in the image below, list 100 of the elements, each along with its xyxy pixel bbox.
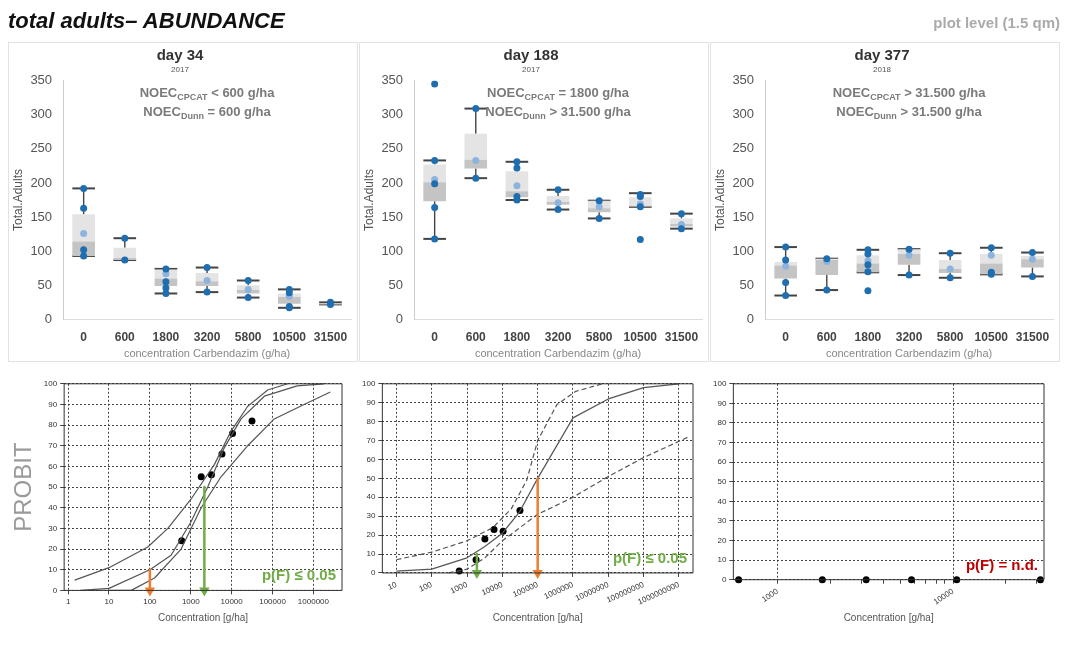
x-axis-title: Concentration [g/ha] (158, 611, 249, 623)
x-tick-label: 0 (431, 329, 439, 344)
y-tick-label: 30 (717, 516, 727, 526)
y-tick-label: 300 (30, 106, 53, 122)
y-tick-label: 80 (366, 416, 376, 426)
x-axis-title: concentration Carbendazim (g/ha) (474, 347, 642, 360)
y-tick-label: 150 (30, 208, 53, 224)
y-tick-label: 100 (712, 379, 727, 388)
y-tick-label: 50 (739, 276, 755, 292)
chart-title: day 34 (156, 46, 205, 64)
y-tick-label: 30 (366, 511, 376, 521)
x-tick-label: 1800 (152, 329, 180, 344)
y-tick-label: 50 (388, 276, 404, 292)
y-tick-label: 10 (48, 564, 58, 574)
chart-subtitle: 2018 (873, 65, 892, 74)
annotation: p(F) ≤ 0.05 (612, 548, 687, 566)
y-axis-title: PROBIT (9, 442, 37, 532)
y-tick-label: 250 (732, 140, 755, 156)
chart-subtitle: 2017 (522, 65, 541, 74)
x-tick-label: 10500 (974, 329, 1009, 344)
y-tick-label: 10 (717, 555, 727, 565)
y-tick-label: 70 (48, 440, 58, 450)
y-tick-label: 100 (732, 242, 755, 258)
y-tick-label: 250 (30, 140, 53, 156)
y-tick-label: 10 (366, 549, 376, 559)
x-tick-label: 31500 (664, 329, 699, 344)
y-tick-label: 100 (361, 379, 376, 388)
x-tick-label: 10 (104, 597, 114, 607)
y-tick-label: 350 (30, 72, 53, 88)
y-tick-label: 150 (732, 208, 755, 224)
x-axis-title: Concentration [g/ha] (492, 611, 583, 623)
y-tick-label: 300 (732, 106, 755, 122)
x-tick-label: 600 (816, 329, 838, 344)
y-tick-label: 0 (44, 310, 53, 326)
y-tick-label: 200 (381, 174, 404, 190)
chart-title: day 188 (503, 46, 559, 64)
y-tick-label: 200 (732, 174, 755, 190)
y-tick-label: 200 (30, 174, 53, 190)
y-tick-label: 90 (48, 399, 58, 409)
x-tick-label: 3200 (544, 329, 572, 344)
y-tick-label: 60 (366, 454, 376, 464)
x-tick-label: 5800 (936, 329, 964, 344)
y-tick-label: 90 (717, 398, 727, 408)
y-tick-label: 20 (717, 535, 727, 545)
y-tick-label: 20 (48, 544, 58, 554)
x-tick-label: 100000 (259, 597, 287, 607)
y-tick-label: 20 (366, 530, 376, 540)
x-tick-label: 1 (65, 597, 71, 607)
x-tick-label: 31500 (313, 329, 348, 344)
y-axis-title: Total.Adults (361, 168, 376, 232)
y-tick-label: 40 (366, 492, 376, 502)
x-tick-label: 100 (143, 597, 158, 607)
y-tick-label: 80 (717, 418, 727, 428)
y-axis-title: Total.Adults (10, 168, 25, 232)
y-tick-label: 350 (381, 72, 404, 88)
x-tick-label: 1800 (503, 329, 531, 344)
y-tick-label: 70 (366, 435, 376, 445)
y-tick-label: 40 (48, 502, 58, 512)
y-tick-label: 0 (746, 310, 755, 326)
x-tick-label: 3200 (895, 329, 923, 344)
y-tick-label: 300 (381, 106, 404, 122)
chart-title: day 377 (854, 46, 910, 64)
x-tick-label: 0 (782, 329, 790, 344)
y-tick-label: 350 (732, 72, 755, 88)
y-tick-label: 100 (30, 242, 53, 258)
x-tick-label: 600 (114, 329, 136, 344)
x-tick-label: 600 (465, 329, 487, 344)
x-tick-label: 5800 (585, 329, 613, 344)
y-tick-label: 60 (717, 457, 727, 467)
chart-subtitle: 2017 (171, 65, 190, 74)
x-tick-label: 10000 (480, 579, 505, 598)
y-tick-label: 100 (381, 242, 404, 258)
x-tick-label: 31500 (1015, 329, 1050, 344)
x-axis-title: concentration Carbendazim (g/ha) (825, 347, 993, 360)
y-axis-title: Total.Adults (712, 168, 727, 232)
y-tick-label: 250 (381, 140, 404, 156)
x-tick-label: 0 (80, 329, 88, 344)
text: plot level (1.5 qm) (933, 14, 1060, 31)
y-tick-label: 30 (48, 523, 58, 533)
y-tick-label: 150 (381, 208, 404, 224)
y-tick-label: 60 (48, 461, 58, 471)
x-axis-title: concentration Carbendazim (g/ha) (123, 347, 291, 360)
annotation: p(F) = n.d. (965, 555, 1039, 573)
x-tick-label: 1000 (181, 597, 201, 607)
y-tick-label: 50 (37, 276, 53, 292)
y-tick-label: 50 (48, 482, 58, 492)
y-tick-label: 40 (717, 496, 727, 506)
annotation: p(F) ≤ 0.05 (261, 566, 336, 584)
x-axis-title: Concentration [g/ha] (843, 611, 934, 623)
x-tick-label: 100 (417, 579, 434, 594)
y-tick-label: 50 (717, 476, 727, 486)
x-tick-label: 1000000 (297, 597, 330, 607)
text: total adults– ABUNDANCE (8, 8, 285, 34)
x-tick-label: 3200 (193, 329, 221, 344)
y-tick-label: 90 (366, 397, 376, 407)
x-tick-label: 10500 (623, 329, 658, 344)
x-tick-label: 1000 (448, 579, 470, 596)
y-tick-label: 0 (370, 568, 376, 578)
x-tick-label: 1800 (854, 329, 882, 344)
x-tick-label: 10500 (272, 329, 307, 344)
